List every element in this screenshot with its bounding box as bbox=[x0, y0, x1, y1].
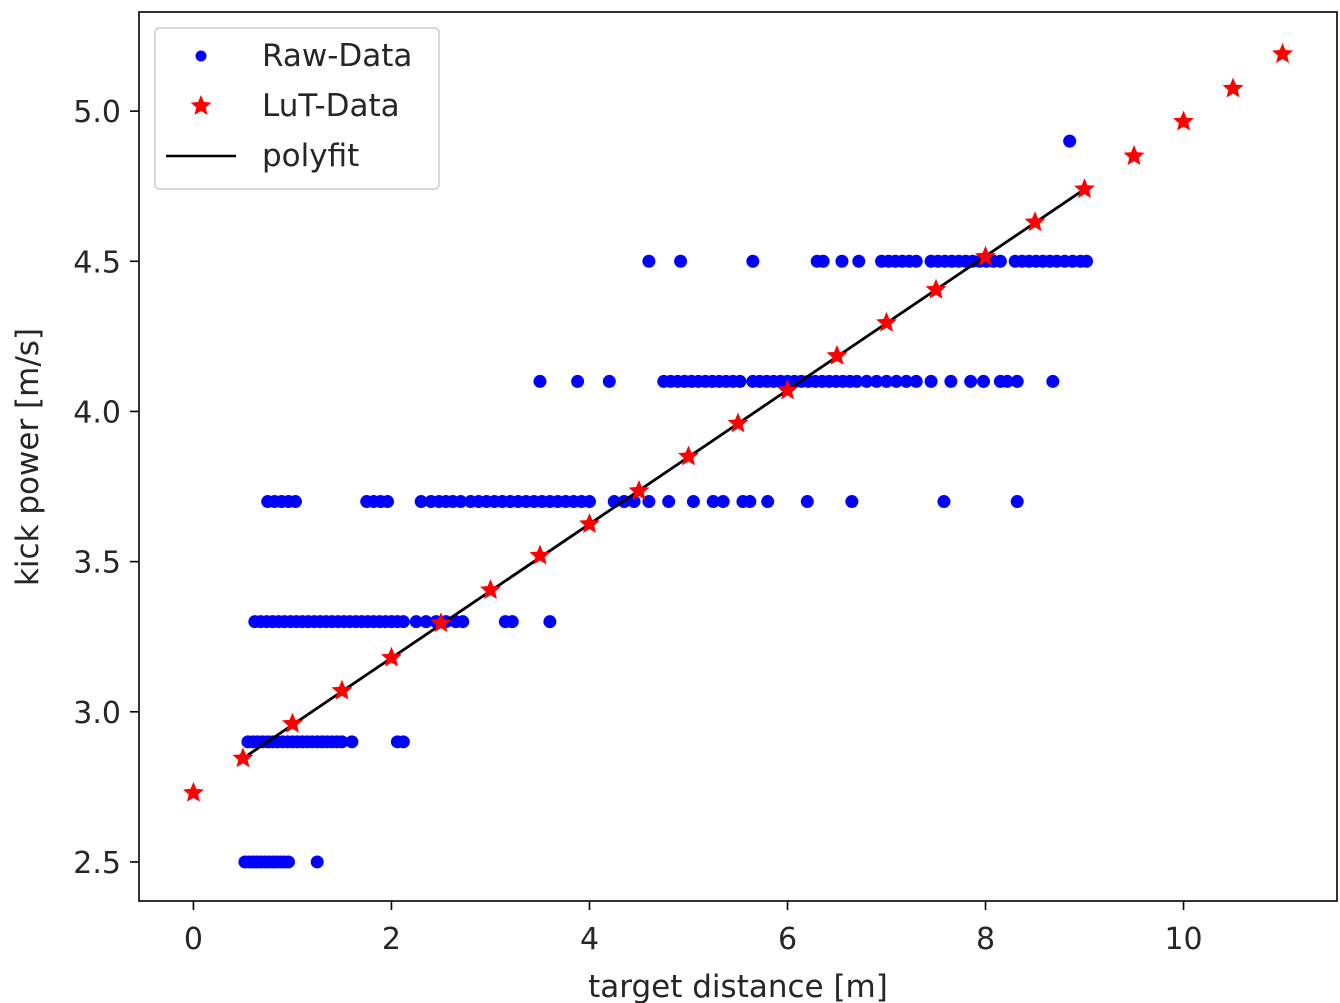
x-tick-label: 4 bbox=[580, 922, 599, 957]
raw-data-point bbox=[571, 375, 584, 388]
raw-data-point bbox=[603, 375, 616, 388]
y-tick-label: 4.5 bbox=[73, 245, 121, 280]
raw-data-point bbox=[835, 255, 848, 268]
x-tick-label: 8 bbox=[976, 922, 995, 957]
raw-data-point bbox=[801, 495, 814, 508]
x-axis-ticks: 0 2 4 6 8 10 bbox=[184, 901, 1203, 957]
raw-data-point bbox=[1063, 135, 1076, 148]
x-tick-label: 6 bbox=[778, 922, 797, 957]
raw-data-point bbox=[817, 255, 830, 268]
raw-data-point bbox=[687, 495, 700, 508]
raw-data-point bbox=[397, 615, 410, 628]
x-tick-label: 0 bbox=[184, 922, 203, 957]
raw-data-point bbox=[852, 255, 865, 268]
raw-data-point bbox=[910, 375, 923, 388]
legend-fit-label: polyfit bbox=[262, 138, 359, 174]
raw-data-point bbox=[1046, 375, 1059, 388]
raw-data-point bbox=[937, 495, 950, 508]
legend: Raw-Data LuT-Data polyfit bbox=[155, 28, 439, 189]
raw-data-point bbox=[1011, 495, 1024, 508]
raw-data-point bbox=[543, 615, 556, 628]
raw-data-point bbox=[977, 375, 990, 388]
y-axis-label: kick power [m/s] bbox=[10, 328, 46, 586]
raw-data-point bbox=[845, 495, 858, 508]
x-tick-label: 10 bbox=[1164, 922, 1202, 957]
legend-raw-label: Raw-Data bbox=[262, 38, 412, 74]
raw-data-point bbox=[583, 495, 596, 508]
legend-lut-label: LuT-Data bbox=[262, 88, 400, 124]
raw-data-point bbox=[345, 735, 358, 748]
raw-data-point bbox=[733, 375, 746, 388]
raw-data-point bbox=[674, 255, 687, 268]
x-axis-label: target distance [m] bbox=[588, 969, 888, 1003]
y-tick-label: 3.0 bbox=[73, 696, 121, 731]
raw-data-point bbox=[925, 375, 938, 388]
y-axis-ticks: 2.5 3.0 3.5 4.0 4.5 5.0 bbox=[73, 95, 139, 881]
raw-data-point bbox=[994, 255, 1007, 268]
raw-data-point bbox=[743, 495, 756, 508]
raw-data-point bbox=[282, 855, 295, 868]
y-tick-label: 3.5 bbox=[73, 546, 121, 581]
y-tick-label: 5.0 bbox=[73, 95, 121, 130]
raw-data-point bbox=[717, 495, 730, 508]
raw-data-point bbox=[910, 255, 923, 268]
raw-data-point bbox=[397, 735, 410, 748]
raw-data-point bbox=[533, 375, 546, 388]
legend-raw-dot-icon bbox=[196, 51, 207, 62]
y-tick-label: 2.5 bbox=[73, 846, 121, 881]
raw-data-point bbox=[1080, 255, 1093, 268]
raw-data-point bbox=[311, 855, 324, 868]
raw-data-point bbox=[761, 495, 774, 508]
raw-data-point bbox=[289, 495, 302, 508]
raw-data-point bbox=[642, 255, 655, 268]
raw-data-point bbox=[456, 615, 469, 628]
raw-data-point bbox=[1011, 375, 1024, 388]
raw-data-point bbox=[506, 615, 519, 628]
raw-data-point bbox=[944, 375, 957, 388]
raw-data-point bbox=[964, 375, 977, 388]
y-tick-label: 4.0 bbox=[73, 395, 121, 430]
raw-data-point bbox=[746, 255, 759, 268]
x-tick-label: 2 bbox=[382, 922, 401, 957]
raw-data-point bbox=[381, 495, 394, 508]
raw-data-point bbox=[662, 495, 675, 508]
